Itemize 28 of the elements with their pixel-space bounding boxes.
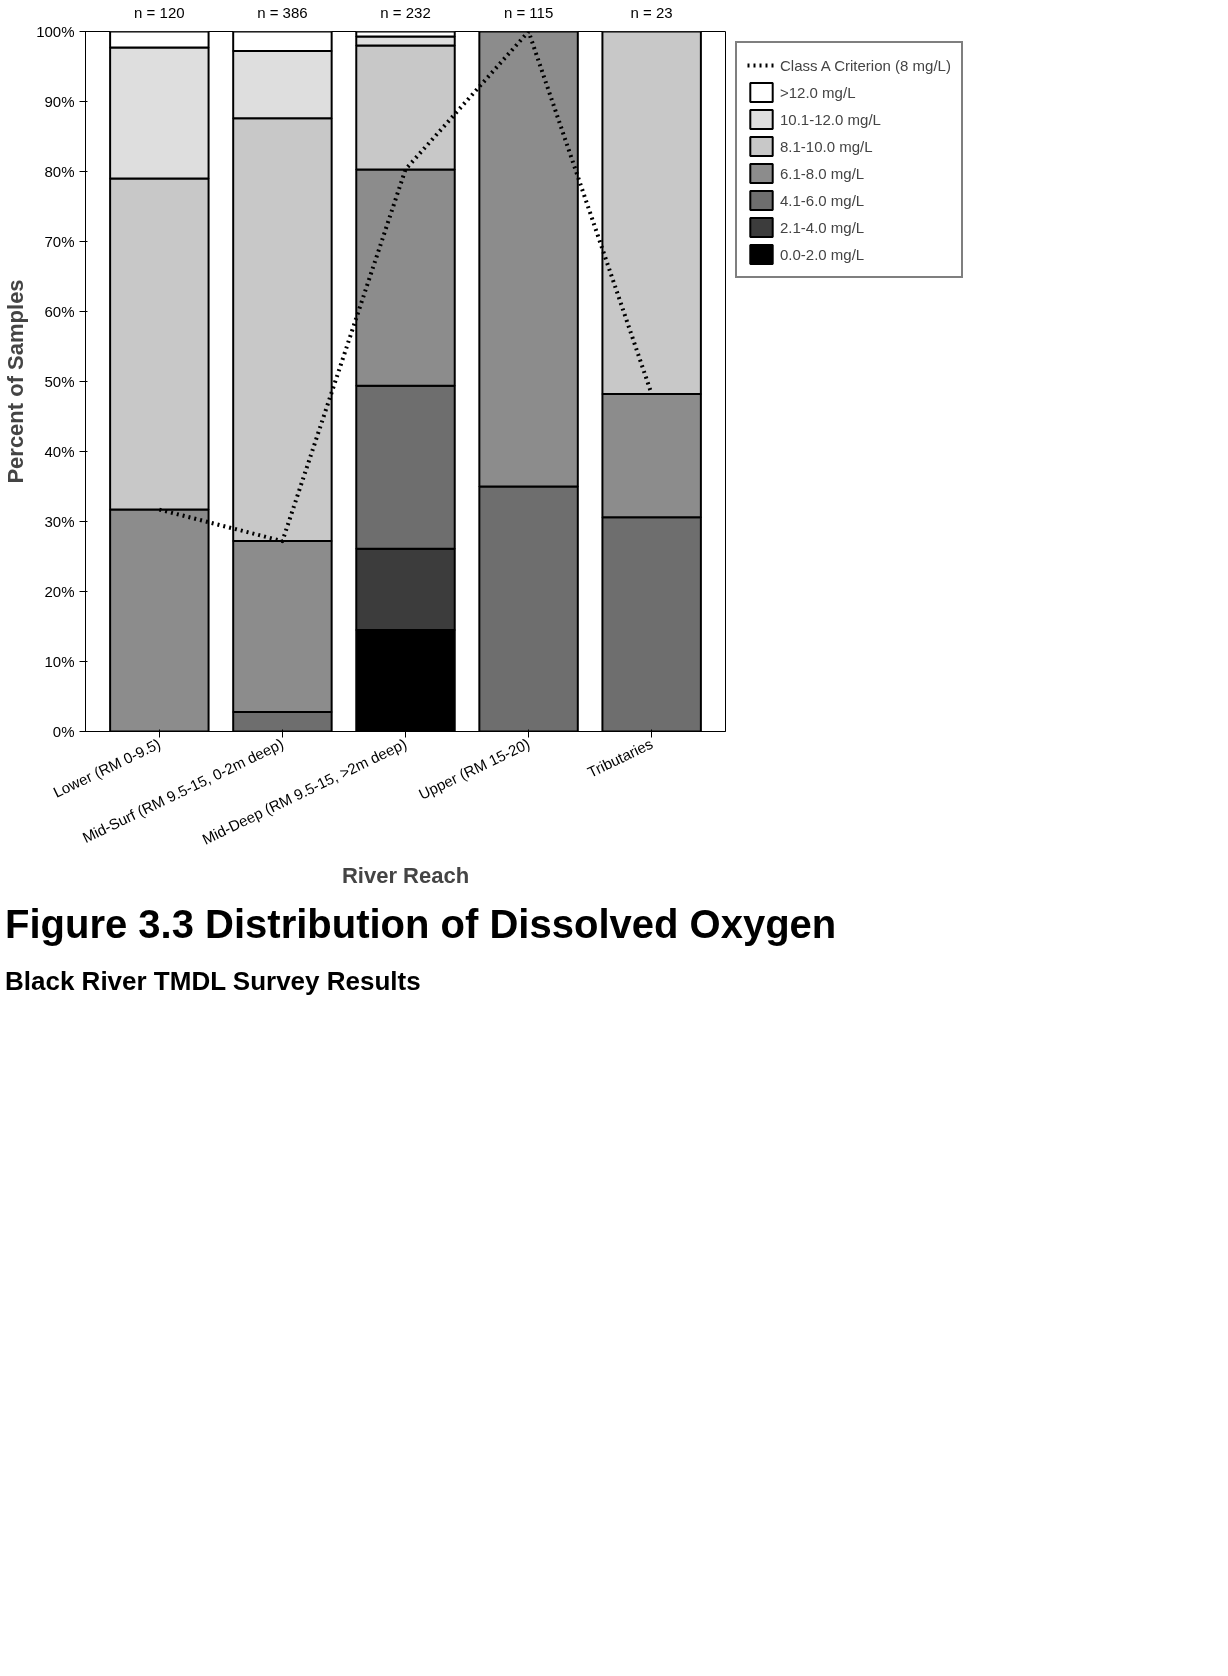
annotation: n = 120: [134, 3, 185, 21]
y-tick-label: 40%: [44, 443, 75, 460]
annotation: n = 115: [503, 3, 554, 21]
y-tick-label: 0%: [52, 723, 75, 740]
legend-label: 0.0-2.0 mg/L: [780, 245, 865, 263]
y-tick-label: 100%: [36, 23, 75, 40]
legend-label: 2.1-4.0 mg/L: [780, 218, 865, 236]
x-axis-title: River Reach: [341, 863, 470, 889]
annotation: n = 232: [380, 3, 431, 21]
legend-label: 8.1-10.0 mg/L: [780, 137, 873, 155]
y-tick-label: 90%: [44, 93, 75, 110]
legend-label: >12.0 mg/L: [780, 83, 856, 101]
y-tick-label: 60%: [44, 303, 75, 320]
y-axis-title: Percent of Samples: [3, 279, 29, 484]
text: Black River TMDL Survey Results: [5, 965, 421, 999]
annotation: n = 386: [257, 3, 308, 21]
legend-label: 10.1-12.0 mg/L: [780, 110, 881, 128]
y-tick-label: 70%: [44, 233, 75, 250]
y-tick-label: 20%: [44, 583, 75, 600]
y-tick-label: 30%: [44, 513, 75, 530]
y-tick-label: 50%: [44, 373, 75, 390]
legend-label: Class A Criterion (8 mg/L): [780, 56, 951, 74]
text: Figure 3.3 Distribution of Dissolved Oxygen: [5, 901, 837, 948]
legend-label: 6.1-8.0 mg/L: [780, 164, 865, 182]
y-tick-label: 10%: [44, 653, 75, 670]
legend-label: 4.1-6.0 mg/L: [780, 191, 865, 209]
y-tick-label: 80%: [44, 163, 75, 180]
annotation: n = 23: [630, 3, 673, 21]
